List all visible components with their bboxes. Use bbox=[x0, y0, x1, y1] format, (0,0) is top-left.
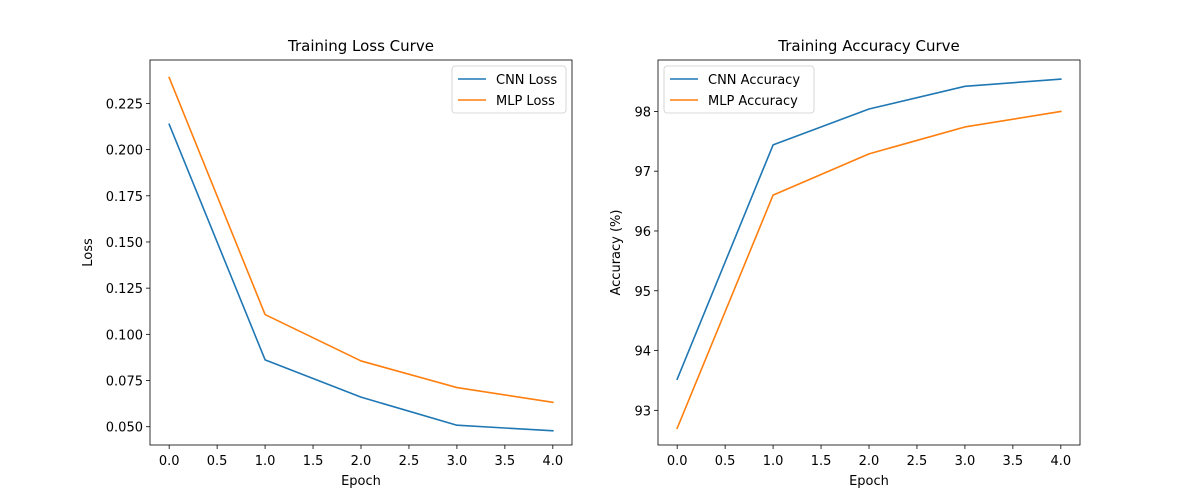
loss-axes-frame bbox=[149, 59, 573, 446]
accuracy-legend-box bbox=[663, 65, 815, 114]
loss-y-tick-label: 0.150 bbox=[106, 236, 143, 251]
loss-x-tick-label: 3.0 bbox=[447, 454, 468, 469]
loss-series-line-mlp bbox=[168, 76, 554, 404]
accuracy-x-tick-label: 1.5 bbox=[811, 454, 832, 469]
loss-x-tick-label: 3.5 bbox=[495, 454, 516, 469]
accuracy-y-tick-label: 93 bbox=[634, 404, 651, 419]
accuracy-y-tick-label: 98 bbox=[634, 105, 651, 120]
accuracy-legend: CNN Accuracy MLP Accuracy bbox=[663, 65, 815, 114]
loss-y-tick-label: 0.225 bbox=[106, 97, 143, 112]
loss-series-line-cnn bbox=[168, 123, 554, 432]
loss-y-tick-label: 0.200 bbox=[106, 144, 143, 159]
loss-y-tick-label: 0.125 bbox=[106, 282, 143, 297]
loss-y-tick-label: 0.100 bbox=[106, 328, 143, 343]
accuracy-legend-label: CNN Accuracy bbox=[708, 73, 800, 88]
loss-x-axis-label: Epoch bbox=[341, 474, 381, 489]
accuracy-series-line-cnn bbox=[676, 78, 1062, 381]
accuracy-x-tick-label: 2.0 bbox=[859, 454, 880, 469]
accuracy-chart-title: Training Accuracy Curve bbox=[777, 37, 959, 55]
loss-x-tick-label: 2.5 bbox=[399, 454, 420, 469]
accuracy-chart: Training Accuracy Curve 0.0 0.5 1.0 1.5 2.0 2.… bbox=[609, 37, 1081, 489]
accuracy-x-tick-label: 1.0 bbox=[763, 454, 784, 469]
loss-x-tick-label: 1.5 bbox=[303, 454, 324, 469]
loss-chart: Training Loss Curve 0.0 0.5 1.0 1.5 2.0 2.5 3.0… bbox=[81, 37, 573, 489]
accuracy-x-tick-label: 3.5 bbox=[1003, 454, 1024, 469]
loss-legend-label: CNN Loss bbox=[496, 73, 557, 88]
accuracy-legend-label: MLP Accuracy bbox=[708, 94, 798, 109]
loss-y-tick-label: 0.050 bbox=[106, 421, 143, 436]
loss-legend-label: MLP Loss bbox=[496, 94, 555, 109]
loss-y-axis-label: Loss bbox=[81, 238, 96, 267]
loss-y-tick-label: 0.175 bbox=[106, 190, 143, 205]
accuracy-x-tick-label: 0.0 bbox=[667, 454, 688, 469]
loss-x-tick-label: 0.5 bbox=[207, 454, 228, 469]
loss-x-tick-label: 4.0 bbox=[542, 454, 563, 469]
accuracy-x-axis-label: Epoch bbox=[849, 474, 889, 489]
accuracy-series-line-mlp bbox=[676, 110, 1062, 430]
accuracy-y-tick-label: 97 bbox=[634, 165, 651, 180]
accuracy-y-tick-label: 95 bbox=[634, 285, 651, 300]
accuracy-y-tick-label: 94 bbox=[634, 345, 651, 360]
accuracy-x-tick-label: 0.5 bbox=[715, 454, 736, 469]
accuracy-x-tick-label: 2.5 bbox=[907, 454, 928, 469]
loss-x-tick-label: 2.0 bbox=[351, 454, 372, 469]
accuracy-y-axis-label: Accuracy (%) bbox=[609, 210, 624, 296]
accuracy-x-tick-label: 3.0 bbox=[955, 454, 976, 469]
accuracy-y-tick-label: 96 bbox=[634, 225, 651, 240]
loss-chart-title: Training Loss Curve bbox=[287, 37, 434, 55]
loss-x-tick-label: 1.0 bbox=[255, 454, 276, 469]
loss-legend-box bbox=[451, 65, 567, 114]
loss-x-tick-label: 0.0 bbox=[159, 454, 180, 469]
accuracy-axes-frame bbox=[657, 59, 1081, 446]
loss-y-tick-label: 0.075 bbox=[106, 375, 143, 390]
accuracy-x-tick-label: 4.0 bbox=[1050, 454, 1071, 469]
loss-legend: CNN Loss MLP Loss bbox=[451, 65, 567, 114]
